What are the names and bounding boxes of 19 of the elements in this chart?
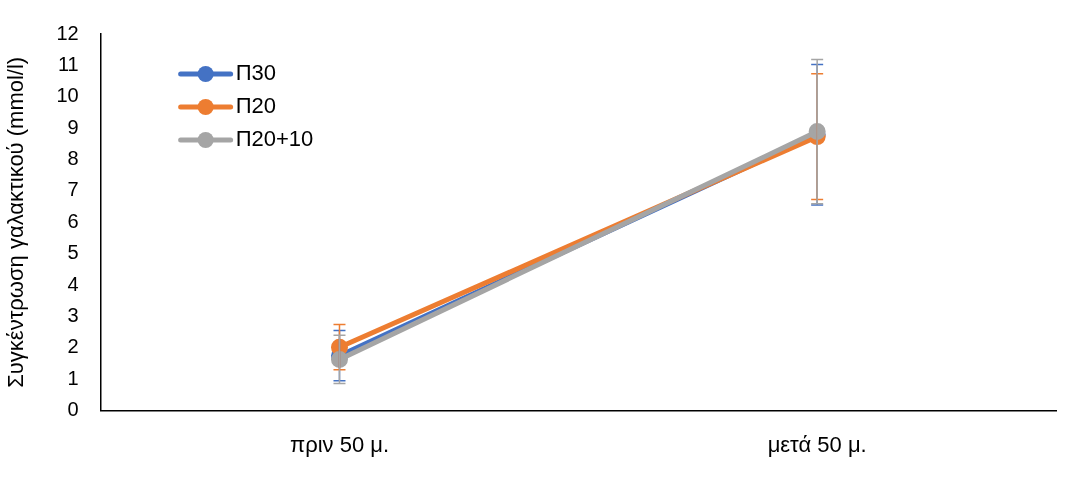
y-tick-label: 10 (56, 84, 79, 107)
y-tick-label: 4 (67, 272, 79, 295)
y-tick-label: 0 (67, 398, 79, 421)
legend-label: Π20 (235, 93, 277, 119)
y-tick-label: 8 (67, 147, 79, 170)
legend-label: Π20+10 (235, 126, 314, 152)
y-tick-label: 5 (67, 241, 79, 264)
legend-label: Π30 (235, 60, 277, 86)
x-tick-label: πριν 50 μ. (289, 431, 390, 457)
y-tick-label: 9 (67, 115, 79, 138)
y-tick-label: 12 (56, 21, 79, 44)
y-axis-title: Συγκέντρωση γαλακτικού (mmol/l) (3, 56, 29, 388)
y-tick-label: 6 (67, 209, 79, 232)
y-tick-label: 1 (67, 366, 79, 389)
x-tick-label: μετά 50 μ. (767, 431, 867, 457)
y-tick-label: 3 (67, 303, 79, 326)
y-tick-label: 2 (67, 335, 79, 358)
y-tick-label: 7 (67, 178, 79, 201)
y-tick-label: 11 (57, 52, 79, 75)
